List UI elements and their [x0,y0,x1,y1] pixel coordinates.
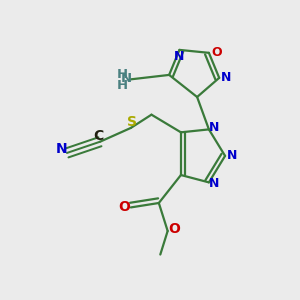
Text: N: N [174,50,184,63]
Text: S: S [127,115,137,129]
Text: H: H [116,79,128,92]
Text: N: N [56,142,68,156]
Text: N: N [221,71,232,84]
Text: N: N [121,72,132,85]
Text: H: H [116,68,128,80]
Text: C: C [93,130,103,143]
Text: N: N [209,121,219,134]
Text: O: O [211,46,222,59]
Text: N: N [227,149,238,162]
Text: O: O [118,200,130,214]
Text: N: N [209,177,219,190]
Text: O: O [168,222,180,236]
